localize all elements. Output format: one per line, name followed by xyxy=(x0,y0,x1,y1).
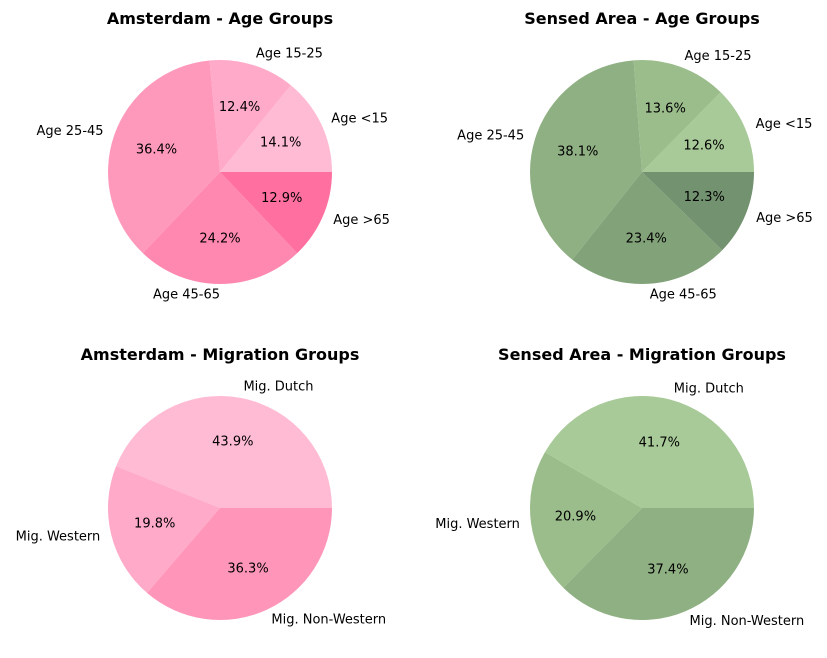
percent-label: 12.9% xyxy=(261,191,302,206)
slice-label: Mig. Dutch xyxy=(243,380,313,395)
pie-slice-age-25-45 xyxy=(529,60,642,260)
pie-slice-age-65 xyxy=(220,172,332,254)
chart-title: Amsterdam - Migration Groups xyxy=(81,345,360,364)
pie-slice-age-65 xyxy=(642,172,754,251)
chart-title: Sensed Area - Age Groups xyxy=(524,9,760,28)
percent-label: 14.1% xyxy=(260,136,301,151)
percent-label: 12.6% xyxy=(683,139,724,154)
percent-label: 36.4% xyxy=(136,143,177,158)
slice-label: Age 15-25 xyxy=(256,47,323,62)
slice-label: Age <15 xyxy=(756,117,813,132)
pie-slice-age-15-25 xyxy=(633,60,721,172)
slice-label: Age >65 xyxy=(756,211,813,226)
slice-label: Age 45-65 xyxy=(650,287,717,302)
pie-slice-age-15 xyxy=(642,92,754,172)
pie-slice-mig-dutch xyxy=(116,396,332,508)
pie-slice-mig-dutch xyxy=(544,396,754,508)
percent-label: 20.9% xyxy=(555,510,596,525)
pie-panel-amsterdam-age: Amsterdam - Age Groups Age <15 14.1% Age 1… xyxy=(37,9,390,303)
pie-slice-mig-western xyxy=(108,466,220,593)
percent-label: 12.3% xyxy=(684,190,725,205)
slice-label: Mig. Western xyxy=(435,517,520,532)
pie-slice-mig-non-western xyxy=(563,508,754,620)
percent-label: 12.4% xyxy=(219,100,260,115)
chart-title: Amsterdam - Age Groups xyxy=(107,9,333,28)
pie-slice-age-15 xyxy=(220,85,332,172)
pie-slice-mig-western xyxy=(530,452,642,588)
slice-label: Age 45-65 xyxy=(153,288,220,303)
slice-label: Age 25-45 xyxy=(457,128,524,143)
percent-label: 24.2% xyxy=(199,232,240,247)
slice-label: Mig. Non-Western xyxy=(271,612,386,627)
slice-label: Mig. Dutch xyxy=(674,381,744,396)
percent-label: 38.1% xyxy=(557,145,598,160)
pie-panel-amsterdam-migration: Amsterdam - Migration Groups Mig. Dutch 4… xyxy=(16,345,387,627)
percent-label: 19.8% xyxy=(134,516,175,531)
percent-label: 36.3% xyxy=(227,562,268,577)
pie-panel-sensed-migration: Sensed Area - Migration Groups Mig. Dutc… xyxy=(435,345,804,629)
pie-slice-age-15-25 xyxy=(209,60,291,172)
pie-slice-age-45-65 xyxy=(572,172,723,284)
slice-label: Mig. Western xyxy=(16,530,101,545)
chart-title: Sensed Area - Migration Groups xyxy=(498,345,786,364)
percent-label: 13.6% xyxy=(645,101,686,116)
pie-panel-sensed-age: Sensed Area - Age Groups Age <15 12.6% Age… xyxy=(457,9,813,302)
percent-label: 41.7% xyxy=(639,436,680,451)
slice-label: Age 15-25 xyxy=(684,49,751,64)
pie-slice-age-25-45 xyxy=(108,60,220,254)
percent-label: 43.9% xyxy=(212,435,253,450)
slice-label: Mig. Non-Western xyxy=(690,614,805,629)
slice-label: Age 25-45 xyxy=(37,124,104,139)
percent-label: 37.4% xyxy=(647,563,688,578)
slice-label: Age >65 xyxy=(333,213,390,228)
pie-slice-age-45-65 xyxy=(142,172,298,285)
percent-label: 23.4% xyxy=(626,232,667,247)
pie-slice-mig-non-western xyxy=(146,508,332,621)
slice-label: Age <15 xyxy=(331,112,388,127)
